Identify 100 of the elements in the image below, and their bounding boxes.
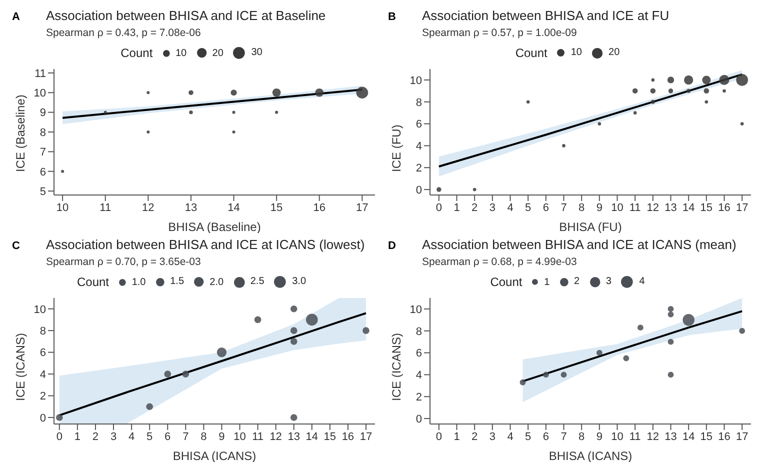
legend-label: 4 [639,276,645,288]
y-axis-title: ICE (ICANS) [389,332,404,401]
y-tick-label: 8 [416,96,422,109]
x-tick-label: 13 [664,202,677,214]
x-tick-label: 12 [142,202,154,214]
x-tick-label: 5 [525,430,532,443]
x-tick-label: 5 [525,202,532,214]
x-tick-label: 12 [270,430,282,443]
y-tick-label: 8 [40,325,46,338]
x-tick-label: 8 [578,202,585,214]
x-tick-label: 7 [182,430,189,443]
x-tick-label: 16 [342,430,354,443]
x-tick-label: 1 [454,202,460,214]
chart-title: Association between BHISA and ICE at Baseline [46,8,326,23]
x-tick-label: 6 [542,202,549,214]
x-tick-label: 10 [234,430,246,443]
x-tick-label: 4 [507,430,514,443]
legend-label: 10 [570,47,582,58]
x-tick-label: 12 [646,202,660,214]
y-axis-title: ICE (Baseline) [13,94,28,172]
legend-label: 2 [574,276,580,288]
legend-label: 30 [251,47,262,58]
y-tick-label: 2 [416,162,422,175]
x-tick-label: 14 [682,202,695,214]
x-tick-label: 15 [324,430,336,443]
x-tick-label: 14 [228,202,240,214]
x-tick-label: 3 [489,202,496,214]
x-tick-label: 16 [313,202,326,214]
x-tick-label: 2 [472,430,478,443]
x-tick-label: 15 [270,202,283,214]
x-tick-label: 11 [629,430,641,443]
x-tick-label: 10 [611,430,624,443]
x-tick-label: 0 [56,430,62,443]
y-tick-label: 4 [40,368,46,381]
x-tick-label: 14 [306,430,318,443]
x-tick-label: 17 [356,202,368,214]
legend-label: 2.0 [210,276,224,288]
x-tick-label: 14 [682,430,695,443]
legend-title: Count [120,46,153,60]
x-tick-label: 15 [700,202,713,214]
y-tick-label: 4 [416,370,422,382]
y-tick-label: 6 [416,118,422,131]
legend-title: Count [76,275,110,289]
text: A [11,11,21,23]
x-tick-label: 13 [184,202,198,214]
x-tick-label: 11 [252,430,264,443]
y-tick-label: 8 [40,126,46,139]
chart-subtitle: Spearman ρ = 0.68, p = 4.99e-03 [421,256,578,270]
y-tick-label: 10 [410,304,422,316]
chart-subtitle: Spearman ρ = 0.43, p = 7.08e-06 [45,27,202,41]
y-tick-label: 10 [34,88,46,100]
y-tick-label: 10 [34,304,46,316]
x-tick-label: 15 [700,430,713,443]
text: D [387,240,397,252]
x-tick-label: 11 [100,202,112,214]
y-tick-label: 6 [416,348,422,360]
y-tick-label: 0 [40,412,46,424]
legend-label: 1.0 [132,276,146,288]
y-tick-label: 7 [40,146,46,159]
x-tick-label: 7 [560,202,567,214]
y-tick-label: 2 [416,392,422,404]
chart-subtitle: Spearman ρ = 0.70, p = 3.65e-03 [45,256,202,270]
legend-label: 2.5 [250,276,264,288]
y-tick-label: 5 [40,186,46,198]
chart-title: Association between BHISA and ICE at FU [422,8,670,23]
x-tick-label: 7 [560,430,567,443]
x-tick-label: 3 [489,430,496,443]
x-tick-label: 10 [56,202,69,214]
legend-label: 20 [212,48,224,58]
text: B [387,11,397,23]
legend-label: 1 [544,276,550,288]
x-tick-label: 17 [736,202,748,214]
chart-subtitle: Spearman ρ = 0.57, p = 1.00e-09 [421,27,578,41]
x-tick-label: 3 [110,430,117,443]
x-tick-label: 8 [200,430,207,443]
legend-label: 20 [608,47,620,58]
legend-label: 3.0 [292,276,306,288]
legend-label: 10 [176,48,187,58]
x-tick-label: 2 [92,430,99,443]
y-tick-label: 9 [40,107,46,120]
x-tick-label: 0 [436,202,442,214]
y-axis-title: ICE (FU) [389,124,404,172]
x-tick-label: 12 [646,430,660,443]
x-tick-label: 4 [128,430,135,443]
x-tick-label: 17 [360,430,372,443]
x-tick-label: 16 [718,202,730,214]
chart-title: Association between BHISA and ICE at ICANS (lowest) [46,237,365,252]
y-tick-label: 11 [34,68,46,80]
y-tick-label: 2 [40,390,46,403]
y-axis-title: ICE (ICANS) [13,332,28,401]
x-tick-label: 4 [507,202,514,214]
y-tick-label: 0 [416,184,422,196]
x-tick-label: 6 [542,430,549,443]
x-tick-label: 11 [629,202,641,214]
x-tick-label: 9 [596,430,602,443]
legend-label: 3 [606,276,612,288]
y-tick-label: 4 [416,140,422,153]
x-tick-label: 2 [472,202,478,214]
legend-title: Count [515,46,548,60]
x-tick-label: 17 [736,430,748,443]
